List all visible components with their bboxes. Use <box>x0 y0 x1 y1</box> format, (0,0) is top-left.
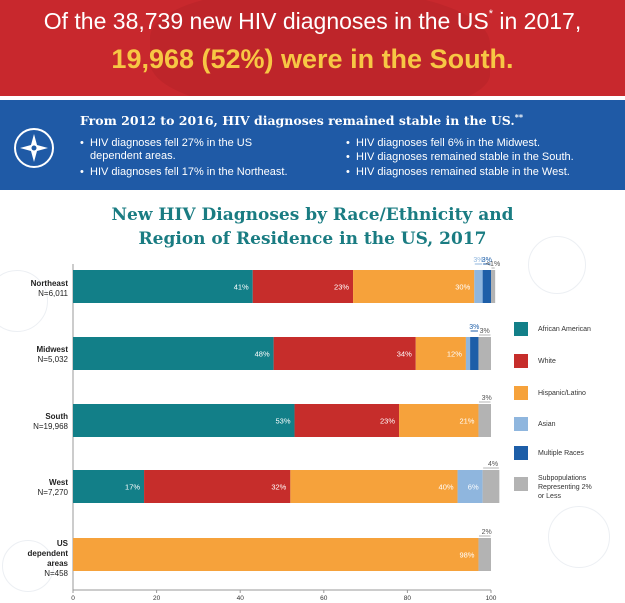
bar-segment <box>73 337 274 370</box>
callout-label: 3% <box>473 257 483 264</box>
x-tick-label: 60 <box>320 595 328 602</box>
data-label: 32% <box>271 483 286 492</box>
callout-label: <1% <box>486 261 500 268</box>
data-label: 17% <box>125 483 140 492</box>
region-label-us-dependent-areas: US dependent areas N=458 <box>27 539 68 578</box>
data-label: 23% <box>334 283 349 292</box>
x-tick-label: 40 <box>237 595 245 602</box>
bar-segment <box>252 270 354 303</box>
data-label: 6% <box>468 483 479 492</box>
bar-segment <box>290 470 458 503</box>
trend-item: HIV diagnoses fell 27% in the US <box>80 137 252 150</box>
compass-icon <box>14 128 54 168</box>
trend-item: HIV diagnoses remained stable in the Sou… <box>346 151 574 164</box>
callout-label: 3% <box>469 324 479 331</box>
x-tick-label: 20 <box>153 595 161 602</box>
data-label: 12% <box>447 350 462 359</box>
virus-decoration <box>2 540 54 592</box>
bar-segment <box>73 538 479 571</box>
data-label: 48% <box>255 350 270 359</box>
x-tick-label: 100 <box>486 595 497 602</box>
header-line-2: 19,968 (52%) were in the South. <box>111 44 514 74</box>
trend-title: From 2012 to 2016, HIV diagnoses remaine… <box>80 112 524 129</box>
bar-segment <box>73 270 253 303</box>
us-map-graphic <box>150 0 490 96</box>
callout-label: 4% <box>488 461 498 468</box>
trend-item: HIV diagnoses remained stable in the Wes… <box>346 166 570 179</box>
data-label: 34% <box>397 350 412 359</box>
trend-item: HIV diagnoses fell 17% in the Northeast. <box>80 166 287 179</box>
bar-segment <box>491 270 496 303</box>
bar-segment <box>478 337 491 370</box>
legend-label: Asian <box>538 421 556 428</box>
trend-item: HIV diagnoses fell 6% in the Midwest. <box>346 137 540 150</box>
data-label: 40% <box>439 483 454 492</box>
region-label-midwest: Midwest N=5,032 <box>36 345 68 364</box>
bar-segment <box>482 470 500 503</box>
virus-decoration <box>528 236 586 294</box>
header-banner: Of the 38,739 new HIV diagnoses in the U… <box>0 0 625 96</box>
bar-segment <box>73 404 295 437</box>
bar-segment <box>353 270 475 303</box>
bar-segment <box>470 337 479 370</box>
data-label: 41% <box>234 283 249 292</box>
legend-label: African American <box>538 326 591 333</box>
bar-segment <box>399 404 479 437</box>
trend-band: From 2012 to 2016, HIV diagnoses remaine… <box>0 100 625 190</box>
legend-swatch-multiple-races <box>514 446 528 460</box>
chart-title: New HIV Diagnoses by Race/Ethnicity and … <box>111 205 514 249</box>
bar-segment <box>273 337 416 370</box>
legend-label: White <box>538 358 556 365</box>
legend-label: Hispanic/Latino <box>538 390 586 397</box>
callout-label: 3% <box>480 328 490 335</box>
bar-segment <box>294 404 400 437</box>
data-label: 23% <box>380 417 395 426</box>
bar-segment <box>465 337 471 370</box>
data-label: 30% <box>455 283 470 292</box>
bar-segment <box>457 470 483 503</box>
legend-swatch-hispanic-latino <box>514 386 528 400</box>
legend-label: Multiple Races <box>538 450 584 457</box>
bar-segment <box>73 470 145 503</box>
callout-label: 2% <box>482 529 492 536</box>
x-tick-label: 0 <box>71 595 75 602</box>
legend-swatch-white <box>514 354 528 368</box>
x-tick-label: 80 <box>404 595 412 602</box>
region-label-west: West N=7,270 <box>37 478 68 497</box>
bar-segment <box>415 337 466 370</box>
region-label-northeast: Northeast N=6,011 <box>30 279 68 298</box>
legend-swatch-african-american <box>514 322 528 336</box>
callout-label: 3% <box>482 257 492 264</box>
bar-segment <box>144 470 291 503</box>
legend-label-subpopulations: Subpopulations Representing 2% or Less <box>538 475 592 500</box>
bar-segment <box>478 538 491 571</box>
data-label: 98% <box>459 551 474 560</box>
trend-item-cont: dependent areas. <box>90 150 176 162</box>
data-label: 21% <box>459 417 474 426</box>
bar-segment <box>474 270 483 303</box>
legend-swatch-asian <box>514 417 528 431</box>
legend-swatch-subpopulations <box>514 477 528 491</box>
bar-segment <box>478 404 491 437</box>
data-label: 53% <box>276 417 291 426</box>
header-line-1: Of the 38,739 new HIV diagnoses in the U… <box>43 8 582 34</box>
region-label-south: South N=19,968 <box>33 412 68 431</box>
callout-label: 3% <box>482 395 492 402</box>
virus-decoration <box>548 506 610 568</box>
bar-segment <box>482 270 491 303</box>
